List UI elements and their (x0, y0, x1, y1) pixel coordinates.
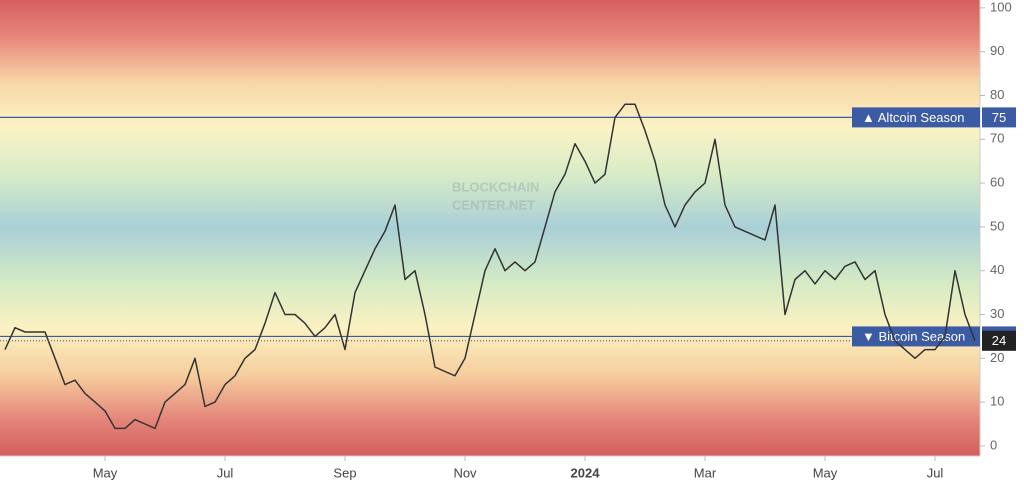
x-tick-label: Sep (333, 465, 356, 480)
y-tick-label: 30 (990, 306, 1004, 321)
watermark: BLOCKCHAIN (452, 179, 539, 194)
y-tick-label: 60 (990, 175, 1004, 190)
watermark: CENTER.NET (452, 197, 535, 212)
y-tick-label: 80 (990, 87, 1004, 102)
y-axis-area (980, 0, 1024, 456)
last-value-box (982, 330, 1016, 351)
y-tick-label: 50 (990, 218, 1004, 233)
x-tick-label: Jul (927, 465, 944, 480)
reference-value-box (982, 107, 1016, 128)
y-tick-label: 90 (990, 43, 1004, 58)
reference-label-box (852, 107, 980, 128)
x-tick-label: Mar (694, 465, 717, 480)
reference-label: ▲ Altcoin Season (862, 110, 964, 125)
y-tick-label: 0 (990, 437, 997, 452)
data-line (4, 103, 976, 430)
y-tick-label: 10 (990, 394, 1004, 409)
x-tick-label: May (813, 465, 838, 480)
y-tick-label: 100 (990, 0, 1012, 14)
last-value-label: 24 (992, 333, 1006, 348)
x-tick-label: Nov (453, 465, 477, 480)
plot-background (0, 0, 980, 456)
x-tick-label: May (93, 465, 118, 480)
y-tick-label: 70 (990, 131, 1004, 146)
reference-label: ▼ Bitcoin Season (862, 329, 965, 344)
y-tick-label: 20 (990, 350, 1004, 365)
x-tick-label: 2024 (571, 465, 601, 480)
reference-value: 75 (992, 110, 1006, 125)
x-tick-label: Jul (217, 465, 234, 480)
y-tick-label: 40 (990, 262, 1004, 277)
reference-label-box (852, 326, 980, 347)
